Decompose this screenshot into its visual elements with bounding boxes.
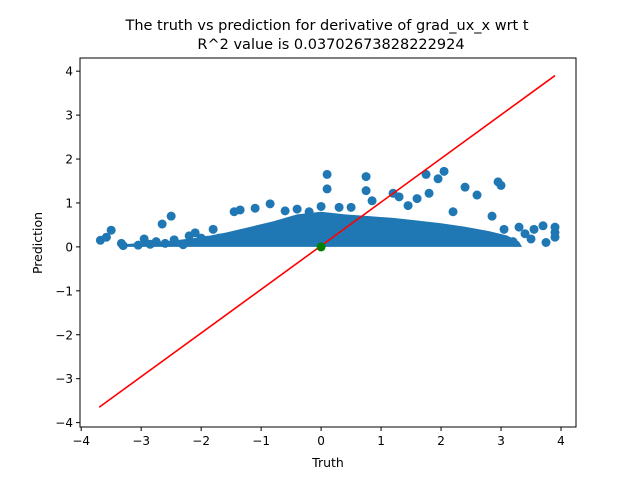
scatter-point	[520, 229, 530, 239]
plot-area	[95, 74, 560, 408]
scatter-point	[367, 196, 377, 206]
scatter-point	[214, 233, 224, 243]
x-tick-label: 2	[437, 434, 445, 448]
y-tick-label: −3	[55, 372, 73, 386]
scatter-point	[361, 172, 371, 182]
x-axis: −4 −3 −2 −1 0 1 2 3 4	[72, 427, 565, 448]
scatter-point	[526, 234, 536, 244]
x-tick-label: −1	[252, 434, 270, 448]
scatter-point	[280, 206, 290, 216]
scatter-point	[361, 186, 371, 196]
chart-subtitle: R^2 value is 0.03702673828222924	[197, 37, 464, 53]
chart-title: The truth vs prediction for derivative o…	[124, 18, 528, 34]
scatter-point	[169, 235, 179, 245]
scatter-point	[101, 232, 111, 242]
x-tick-label: 4	[557, 434, 565, 448]
scatter-point	[499, 224, 509, 234]
y-tick-label: −2	[55, 328, 73, 342]
scatter-point	[139, 234, 149, 244]
scatter-point	[538, 221, 548, 231]
y-tick-label: 3	[65, 109, 73, 123]
scatter-point	[394, 192, 404, 202]
x-axis-label: Truth	[311, 455, 344, 470]
scatter-point	[424, 188, 434, 198]
y-axis-label: Prediction	[30, 212, 45, 274]
scatter-point	[541, 238, 551, 247]
scatter-point	[106, 225, 116, 235]
scatter-point	[421, 169, 431, 179]
scatter-point	[160, 238, 170, 248]
scatter-point	[166, 211, 176, 221]
y-tick-label: 1	[65, 196, 73, 210]
origin-marker	[316, 242, 326, 252]
scatter-point	[508, 237, 518, 247]
y-tick-label: 2	[65, 153, 73, 167]
scatter-point	[292, 204, 302, 214]
scatter-point	[487, 211, 497, 221]
scatter-point	[235, 205, 245, 215]
x-tick-label: 0	[317, 434, 325, 448]
scatter-point	[448, 207, 458, 217]
scatter-point	[133, 240, 143, 250]
scatter-point	[322, 169, 332, 179]
scatter-point	[178, 240, 188, 250]
scatter-point	[550, 232, 560, 242]
scatter-point	[157, 219, 167, 229]
scatter-point	[250, 203, 260, 213]
scatter-point	[439, 166, 449, 176]
scatter-point	[334, 202, 344, 212]
x-tick-label: 1	[377, 434, 385, 448]
scatter-point	[322, 184, 332, 194]
x-tick-label: −4	[72, 434, 90, 448]
y-tick-label: 4	[65, 65, 73, 79]
x-tick-label: −2	[192, 434, 210, 448]
scatter-point	[346, 202, 356, 212]
scatter-point	[472, 190, 482, 200]
scatter-point	[190, 228, 200, 238]
y-axis: −4 −3 −2 −1 0 1 2 3 4	[55, 65, 80, 430]
x-tick-label: 3	[497, 434, 505, 448]
scatter-point	[460, 182, 470, 192]
y-tick-label: −1	[55, 284, 73, 298]
scatter-point	[433, 174, 443, 184]
scatter-point	[118, 241, 128, 251]
y-tick-label: 0	[65, 240, 73, 254]
scatter-point	[202, 235, 212, 245]
x-tick-label: −3	[132, 434, 150, 448]
scatter-point	[529, 224, 539, 234]
plot-frame	[79, 57, 577, 428]
scatter-point	[265, 199, 275, 209]
scatter-point	[496, 180, 506, 190]
scatter-point	[316, 201, 326, 211]
scatter-point	[151, 237, 161, 247]
y-tick-label: −4	[55, 416, 73, 430]
reference-line	[98, 74, 556, 408]
scatter-point	[304, 207, 314, 217]
scatter-point	[403, 201, 413, 211]
scatter-point	[412, 194, 422, 204]
scatter-point	[208, 224, 218, 234]
scatter-point	[514, 222, 524, 232]
